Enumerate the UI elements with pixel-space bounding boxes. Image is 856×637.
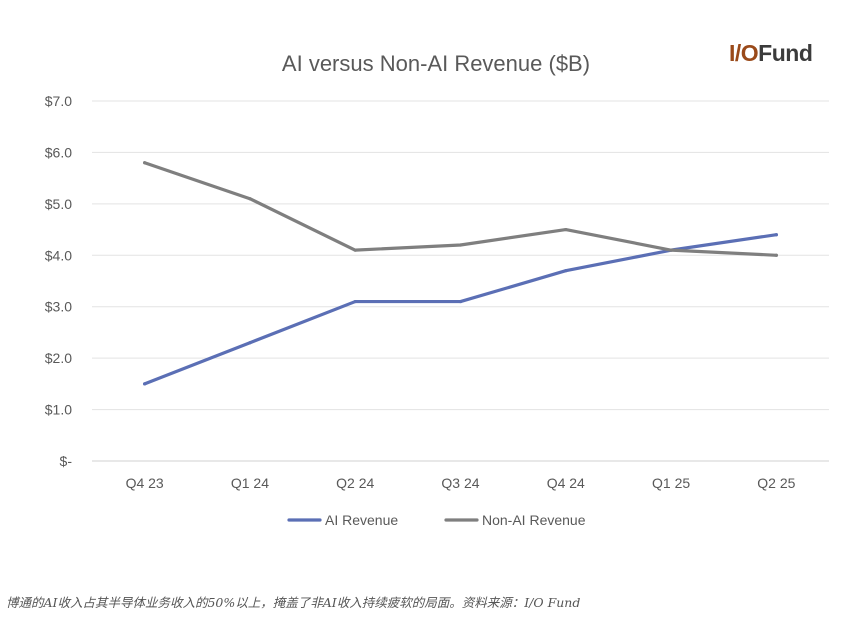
- y-tick-label: $1.0: [45, 402, 72, 418]
- y-tick-label: $3.0: [45, 299, 72, 315]
- y-tick-label: $4.0: [45, 247, 72, 263]
- line-chart: AI versus Non-AI Revenue ($B) $- $1.0 $2.0…: [45, 51, 829, 528]
- x-axis-ticks: Q4 23 Q1 24 Q2 24 Q3 24 Q4 24 Q1 25 Q2 25: [126, 475, 796, 491]
- data-point: [458, 299, 463, 304]
- legend-label: Non-AI Revenue: [482, 512, 586, 528]
- data-point: [564, 227, 568, 232]
- data-point: [353, 248, 357, 252]
- y-tick-label: $2.0: [45, 350, 72, 366]
- x-tick-label: Q4 24: [547, 475, 585, 491]
- legend-label: AI Revenue: [325, 512, 398, 528]
- figure-caption: 博通的AI收入占其半导体业务收入的50%以上，掩盖了非AI收入持续疲软的局面。资…: [6, 595, 581, 610]
- data-point: [248, 197, 252, 201]
- data-point: [669, 248, 673, 252]
- x-tick-label: Q2 25: [757, 475, 795, 491]
- x-tick-label: Q2 24: [336, 475, 374, 491]
- y-tick-label: $5.0: [45, 196, 72, 212]
- data-point: [143, 161, 147, 165]
- y-axis-ticks: $- $1.0 $2.0 $3.0 $4.0 $5.0 $6.0 $7.0: [45, 93, 73, 469]
- data-point: [774, 253, 778, 257]
- gridlines: [92, 100, 829, 462]
- y-tick-label: $7.0: [45, 93, 72, 109]
- y-tick-label: $-: [60, 453, 73, 469]
- logo-suffix: Fund: [758, 40, 813, 66]
- series-line: [143, 233, 778, 386]
- data-point: [143, 382, 147, 386]
- data-point: [353, 299, 357, 304]
- series-lines: [143, 161, 778, 386]
- x-tick-label: Q3 24: [441, 475, 479, 491]
- legend: AI Revenue Non-AI Revenue: [287, 512, 586, 528]
- x-tick-label: Q1 25: [652, 475, 690, 491]
- x-tick-label: Q1 24: [231, 475, 269, 491]
- series-line: [143, 161, 778, 257]
- io-fund-logo: I/OFund: [729, 40, 813, 67]
- data-point: [774, 233, 778, 237]
- data-point: [564, 269, 568, 273]
- x-tick-label: Q4 23: [126, 475, 164, 491]
- chart-title: AI versus Non-AI Revenue ($B): [282, 51, 590, 76]
- data-point: [458, 243, 463, 247]
- chart: AI versus Non-AI Revenue ($B) $- $1.0 $2.0…: [45, 51, 829, 528]
- data-point: [248, 341, 252, 345]
- y-tick-label: $6.0: [45, 144, 72, 160]
- logo-prefix: I/O: [729, 40, 759, 66]
